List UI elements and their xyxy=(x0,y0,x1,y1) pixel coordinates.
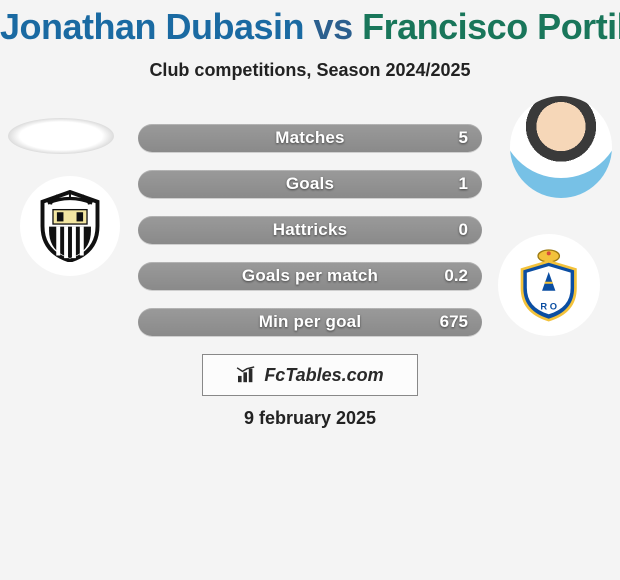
player-right-avatar xyxy=(510,96,612,198)
stat-label: Goals per match xyxy=(138,262,482,290)
page-title: Jonathan Dubasin vs Francisco Portillo xyxy=(0,0,620,48)
stat-bar-goals-per-match: Goals per match 0.2 xyxy=(138,262,482,290)
title-player2: Francisco Portillo xyxy=(362,6,620,47)
subtitle: Club competitions, Season 2024/2025 xyxy=(0,60,620,81)
player-left-avatar xyxy=(8,118,114,154)
club-crest-left xyxy=(20,176,120,276)
stat-value: 0.2 xyxy=(444,262,468,290)
stat-bar-min-per-goal: Min per goal 675 xyxy=(138,308,482,336)
date-text: 9 february 2025 xyxy=(0,408,620,429)
shield-icon: R O xyxy=(512,248,585,321)
stat-label: Min per goal xyxy=(138,308,482,336)
stat-label: Hattricks xyxy=(138,216,482,244)
shield-icon xyxy=(34,190,106,262)
stat-label: Goals xyxy=(138,170,482,198)
stats-bars: Matches 5 Goals 1 Hattricks 0 Goals per … xyxy=(138,124,482,354)
stat-value: 5 xyxy=(459,124,468,152)
stat-bar-goals: Goals 1 xyxy=(138,170,482,198)
stat-bar-hattricks: Hattricks 0 xyxy=(138,216,482,244)
stat-value: 0 xyxy=(459,216,468,244)
stat-label: Matches xyxy=(138,124,482,152)
stat-value: 675 xyxy=(440,308,468,336)
brand-text: FcTables.com xyxy=(264,365,383,386)
bar-chart-icon xyxy=(236,366,258,384)
title-player1: Jonathan Dubasin xyxy=(0,6,304,47)
club-crest-right: R O xyxy=(498,234,600,336)
title-vs: vs xyxy=(314,6,353,47)
svg-text:R O: R O xyxy=(541,302,558,312)
stat-bar-matches: Matches 5 xyxy=(138,124,482,152)
stat-value: 1 xyxy=(459,170,468,198)
brand-box: FcTables.com xyxy=(202,354,418,396)
